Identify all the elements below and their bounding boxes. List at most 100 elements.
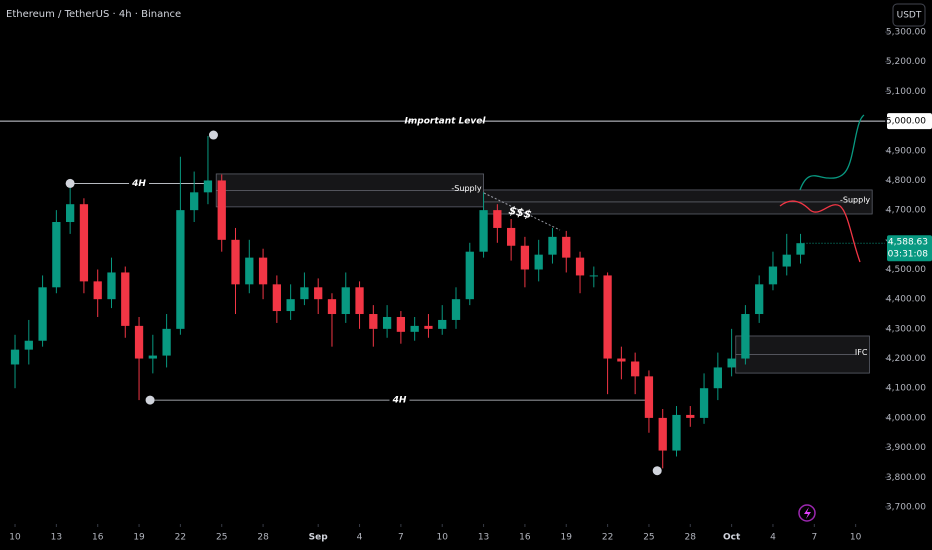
candle-body bbox=[66, 204, 75, 223]
y-tick-label: 4,100.00 bbox=[886, 384, 926, 394]
y-tick-label: 4,400.00 bbox=[886, 295, 926, 305]
candle-body bbox=[631, 361, 640, 377]
y-tick-label: 4,500.00 bbox=[886, 265, 926, 275]
level-label: 4H bbox=[131, 179, 146, 189]
candle-body bbox=[699, 388, 709, 418]
x-tick-label: 13 bbox=[51, 533, 62, 543]
candle-body bbox=[741, 314, 750, 359]
level-label: 4H bbox=[392, 396, 407, 406]
y-tick-label: 4,800.00 bbox=[886, 176, 926, 186]
x-tick-label: 7 bbox=[398, 533, 404, 543]
pivot-marker bbox=[652, 466, 662, 476]
y-tick-label: 5,100.00 bbox=[886, 87, 926, 97]
zone-label: IFC bbox=[855, 348, 868, 357]
candle-body bbox=[300, 287, 309, 300]
candle-body bbox=[121, 272, 130, 326]
x-tick-label: 10 bbox=[850, 533, 862, 543]
candle-body bbox=[493, 210, 502, 228]
candle-body bbox=[245, 257, 254, 285]
y-tick-label: 3,700.00 bbox=[886, 502, 926, 512]
candle-body bbox=[396, 316, 406, 332]
liquidity-label: $$$ bbox=[508, 204, 533, 221]
candle-body bbox=[369, 314, 378, 329]
candle-body bbox=[782, 254, 791, 267]
important-price-box bbox=[887, 113, 932, 130]
chart-title: Ethereum / TetherUS · 4h · Binance bbox=[6, 9, 181, 20]
last-price-label: 4,588.63 bbox=[888, 238, 928, 248]
candle-body bbox=[162, 328, 171, 356]
x-tick-label: 22 bbox=[602, 533, 613, 543]
candle-body bbox=[107, 272, 116, 300]
candle-body bbox=[672, 414, 681, 451]
projection-down bbox=[779, 200, 861, 263]
candle-body bbox=[451, 299, 461, 320]
candle-body bbox=[424, 325, 433, 329]
y-tick-label: 5,200.00 bbox=[886, 57, 926, 67]
candle-body bbox=[562, 236, 571, 258]
candle-body bbox=[93, 281, 102, 300]
candle-body bbox=[686, 414, 695, 418]
x-tick-label: 22 bbox=[175, 533, 186, 543]
level-label-bg bbox=[389, 394, 410, 407]
y-tick-label: 4,900.00 bbox=[886, 146, 926, 156]
candle-body bbox=[465, 251, 474, 300]
x-tick-label: 4 bbox=[357, 533, 363, 543]
candle-body bbox=[755, 284, 764, 315]
pivot-marker bbox=[65, 178, 75, 188]
important-label-bg bbox=[412, 115, 478, 128]
y-tick-label: 5,300.00 bbox=[886, 28, 926, 38]
x-tick-label: 19 bbox=[133, 533, 145, 543]
candle-body bbox=[24, 340, 33, 350]
candle-body bbox=[796, 243, 805, 255]
candle-body bbox=[314, 287, 323, 300]
important-price-label: 5,000.00 bbox=[886, 117, 926, 127]
candle-body bbox=[231, 239, 240, 285]
alert-icon[interactable] bbox=[798, 504, 816, 522]
x-tick-label: 25 bbox=[216, 533, 227, 543]
candle-body bbox=[617, 358, 626, 362]
candle-body bbox=[341, 287, 350, 315]
candle-body bbox=[658, 417, 667, 451]
candle-body bbox=[52, 222, 61, 288]
candle-body bbox=[148, 355, 157, 359]
level-label-bg bbox=[129, 177, 150, 190]
plot-area: 3,700.00 3,800.00 3,900.00 4,000.00 4,100.00… bbox=[0, 28, 926, 543]
candle-body bbox=[713, 367, 722, 389]
x-tick-label: 10 bbox=[436, 533, 448, 543]
candle-body bbox=[355, 287, 364, 315]
candle-body bbox=[575, 257, 585, 276]
candle-body bbox=[217, 180, 226, 240]
candle-body bbox=[10, 349, 20, 365]
x-tick-label: 28 bbox=[257, 533, 269, 543]
candle-body bbox=[272, 284, 281, 312]
y-tick-label: 3,900.00 bbox=[886, 443, 926, 453]
candle-body bbox=[534, 254, 543, 270]
countdown-label: 03:31:08 bbox=[888, 250, 929, 260]
x-tick-label: 7 bbox=[811, 533, 817, 543]
candle-body bbox=[410, 325, 419, 332]
important-level-label: Important Level bbox=[405, 117, 487, 127]
currency-label: USDT bbox=[897, 11, 922, 21]
candle-body bbox=[134, 325, 144, 359]
candle-body bbox=[286, 299, 295, 312]
y-tick-label: 3,800.00 bbox=[886, 473, 926, 483]
y-tick-label: 4,000.00 bbox=[886, 413, 926, 423]
x-tick-label: Sep bbox=[309, 533, 329, 543]
currency-button[interactable] bbox=[892, 3, 926, 27]
alert-bolt bbox=[804, 507, 811, 519]
x-tick-label: 10 bbox=[9, 533, 21, 543]
x-tick-label: 19 bbox=[561, 533, 573, 543]
candle-body bbox=[176, 210, 185, 329]
candle-body bbox=[190, 192, 199, 211]
candle-body bbox=[506, 227, 516, 246]
x-tick-label: Oct bbox=[723, 533, 741, 543]
candle-body bbox=[203, 180, 213, 193]
candle-body bbox=[548, 236, 557, 255]
candle-body bbox=[520, 245, 530, 270]
y-tick-label: 4,700.00 bbox=[886, 206, 926, 216]
candle-body bbox=[644, 376, 654, 418]
candle-body bbox=[603, 275, 612, 359]
candle-body bbox=[438, 319, 447, 329]
candle-body bbox=[79, 204, 89, 282]
